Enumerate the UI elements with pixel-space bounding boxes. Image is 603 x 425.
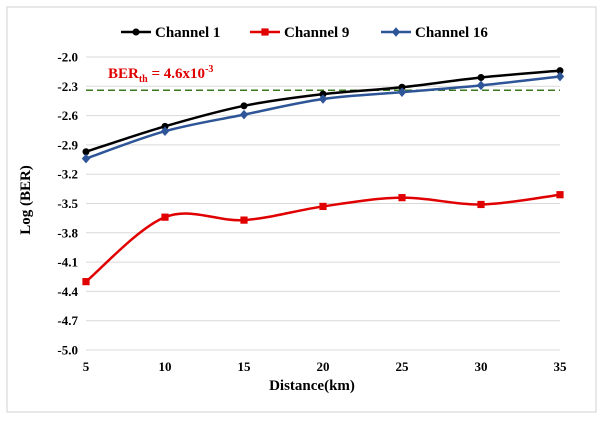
y-tick-label: -4.1 [57,255,78,270]
data-point [477,74,485,82]
threshold-label-main: BER [108,66,139,82]
y-tick-label: -3.8 [57,225,78,240]
data-point [398,83,406,91]
data-point [477,200,485,209]
data-point [397,87,407,97]
data-point [318,94,328,104]
y-tick-label: -4.7 [57,313,78,328]
y-tick-label: -2.0 [57,50,78,65]
x-tick-label: 15 [238,359,252,374]
legend-label: Channel 16 [415,25,488,41]
legend-entry: Channel 1 [121,25,220,41]
data-point [476,80,486,91]
x-tick-label: 35 [554,359,568,374]
data-point [239,109,249,120]
y-tick-label: -3.5 [57,196,78,211]
data-point [398,194,406,202]
data-point [556,67,564,75]
data-point [555,71,565,82]
legend-entry: Channel 9 [250,25,349,41]
threshold-label-sup: -3 [205,64,213,75]
series-1 [82,67,564,156]
data-point [161,122,169,130]
x-tick-label: 30 [475,359,488,374]
series-2 [82,191,564,286]
x-tick-labels: 5 10 15 20 25 30 35 [83,359,567,374]
legend-entry: Channel 16 [381,25,488,41]
y-tick-label: -2.6 [57,108,78,123]
y-tick-label: -4.4 [57,284,78,299]
data-point [161,213,169,221]
x-axis-title: Distance(km) [269,378,355,394]
y-tick-label: -3.2 [57,167,78,182]
legend-label: Channel 9 [284,25,349,41]
legend-marker [391,27,401,37]
data-point [81,153,91,164]
series-3 [81,71,565,164]
series-group [81,67,565,286]
threshold-label-sub: th [139,74,148,85]
legend: Channel 1 Channel 9 Channel 16 [121,25,488,41]
x-tick-label: 10 [159,359,172,374]
y-tick-label: -5.0 [57,343,78,358]
data-point [82,278,90,286]
legend-marker [132,28,140,36]
x-tick-label: 5 [83,359,90,374]
legend-label: Channel 1 [155,25,220,41]
y-tick-labels: -2.0 -2.3 -2.6 -2.9 -3.2 -3.5 -3.8 -4.1 -4.4 -4.7… [57,50,78,358]
y-tick-label: -2.9 [57,137,78,152]
data-point [160,126,170,137]
threshold-label: BERth = 4.6x10-3 [108,64,213,85]
data-point [82,148,90,156]
threshold-label-eq: = 4.6x10 [148,66,205,82]
x-tick-label: 20 [317,359,330,374]
data-point [556,191,564,199]
data-point [319,202,327,211]
data-point [319,90,327,98]
y-tick-label: -2.3 [57,79,78,94]
x-tick-label: 25 [396,359,410,374]
y-axis-title: Log (BER) [18,165,34,235]
data-point [240,102,248,110]
data-point [240,216,248,224]
legend-marker [261,28,269,36]
